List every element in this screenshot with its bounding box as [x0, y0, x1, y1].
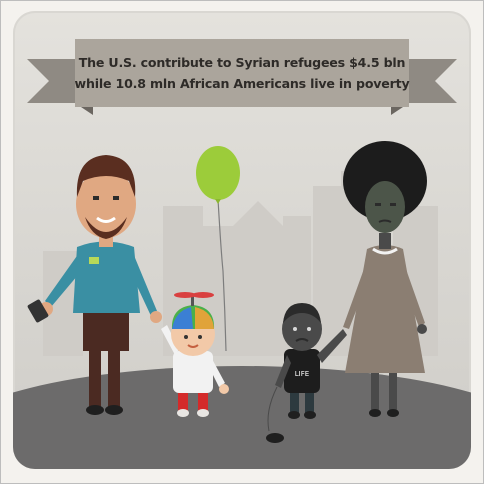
child-with-balloon [161, 292, 229, 417]
infographic-card: LIFE [13, 11, 471, 469]
ground [13, 366, 471, 469]
headline-banner: The U.S. contribute to Syrian refugees $… [74, 41, 410, 105]
headline-line-2: while 10.8 mln African Americans live in… [74, 76, 410, 91]
mouse-toy [266, 433, 284, 443]
illustration: LIFE [13, 39, 471, 469]
headline-line-1: The U.S. contribute to Syrian refugees $… [78, 55, 406, 70]
woman-figure [343, 141, 427, 417]
boy-figure: LIFE [275, 303, 347, 419]
banner [75, 39, 409, 107]
man-figure [27, 155, 162, 415]
life-badge-text: LIFE [295, 370, 309, 378]
balloon [196, 146, 240, 200]
